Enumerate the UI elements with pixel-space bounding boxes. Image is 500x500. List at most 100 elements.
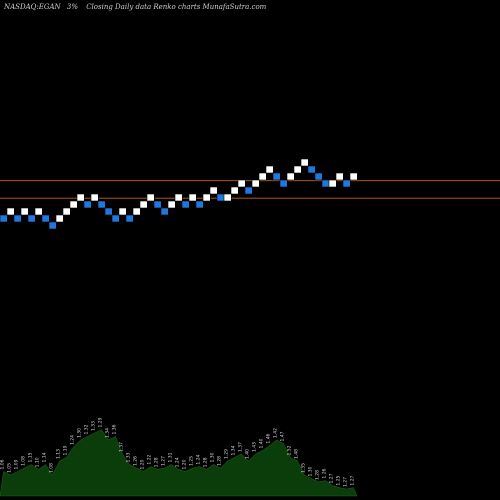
- volume-label: 1.25: [336, 475, 342, 485]
- chart-title: NASDAQ:EGAN 3% Closing Daily data Renko …: [3, 3, 267, 11]
- chart-title-symbol: NASDAQ:EGAN: [3, 3, 61, 11]
- volume-label: 1.24: [175, 457, 181, 467]
- renko-brick-up: [146, 193, 155, 202]
- renko-brick-up: [188, 193, 197, 202]
- volume-label: 1.28: [154, 457, 160, 467]
- volume-label: 1.13: [56, 449, 62, 459]
- renko-brick-down: [0, 214, 8, 223]
- volume-label: 1.26: [133, 456, 139, 466]
- volume-label: 1.19: [63, 445, 69, 455]
- renko-brick-up: [139, 200, 148, 209]
- volume-label: 1.42: [273, 428, 279, 438]
- volume-label: 1.25: [189, 456, 195, 466]
- renko-brick-up: [237, 179, 246, 188]
- renko-brick-down: [321, 179, 330, 188]
- renko-brick-up: [300, 158, 309, 167]
- renko-brick-down: [104, 207, 113, 216]
- volume-label: 1.46: [266, 433, 272, 443]
- renko-brick-up: [258, 172, 267, 181]
- renko-brick-up: [34, 207, 43, 216]
- renko-brick-up: [230, 186, 239, 195]
- renko-brick-down: [83, 200, 92, 209]
- renko-brick-down: [307, 165, 316, 174]
- volume-label: 1.28: [315, 470, 321, 480]
- volume-label: 1.36: [112, 424, 118, 434]
- renko-brick-up: [167, 200, 176, 209]
- renko-brick-up: [335, 172, 344, 181]
- volume-label: 1.24: [70, 435, 76, 445]
- renko-brick-down: [342, 179, 351, 188]
- volume-label: 1.20: [182, 459, 188, 469]
- renko-brick-up: [265, 165, 274, 174]
- volume-label: 1.27: [161, 456, 167, 466]
- volume-area: [0, 429, 358, 497]
- renko-brick-up: [118, 207, 127, 216]
- volume-label: 1.43: [252, 442, 258, 452]
- volume-label: 1.08: [49, 463, 55, 473]
- volume-label: 1.10: [35, 457, 41, 467]
- chart-title-caption: Closing Daily data Renko charts MunafaSu…: [86, 3, 266, 11]
- renko-brick-down: [272, 172, 281, 181]
- volume-label: 1.34: [105, 428, 111, 438]
- renko-brick-up: [69, 200, 78, 209]
- renko-brick-up: [55, 214, 64, 223]
- volume-label: 1.29: [98, 417, 104, 427]
- renko-brick-down: [244, 186, 253, 195]
- renko-brick-up: [90, 193, 99, 202]
- renko-brick-down: [279, 179, 288, 188]
- renko-brick-down: [181, 200, 190, 209]
- renko-brick-up: [174, 193, 183, 202]
- renko-brick-down: [314, 172, 323, 181]
- renko-brick-down: [41, 214, 50, 223]
- renko-brick-down: [48, 221, 57, 230]
- renko-brick-up: [293, 165, 302, 174]
- renko-brick-down: [111, 214, 120, 223]
- volume-label: 1.27: [329, 473, 335, 483]
- renko-brick-up: [223, 193, 232, 202]
- volume-label: 1.47: [280, 431, 286, 441]
- volume-series: [0, 429, 358, 497]
- volume-label: 1.48: [294, 449, 300, 459]
- volume-label: 1.37: [119, 442, 125, 452]
- volume-label: 1.28: [217, 456, 223, 466]
- volume-label: 1.27: [343, 477, 349, 487]
- renko-brick-down: [125, 214, 134, 223]
- renko-brick-up: [328, 179, 337, 188]
- volume-label: 1.29: [224, 449, 230, 459]
- volume-label: 1.08: [21, 456, 27, 466]
- renko-brick-up: [20, 207, 29, 216]
- renko-bricks: [0, 158, 358, 230]
- volume-label: 1.24: [196, 454, 202, 464]
- volume-label: 1.14: [42, 452, 48, 462]
- volume-labels: 1.06 1.05 1.09 1.08 1.15 1.10 1.141.081.13 1.19…: [0, 417, 356, 487]
- volume-label: 1.27: [350, 475, 356, 485]
- volume-label: 1.30: [210, 452, 216, 462]
- volume-label: 1.32: [84, 424, 90, 434]
- volume-label: 1.09: [14, 459, 20, 469]
- volume-label: 1.40: [245, 449, 251, 459]
- volume-label: 1.34: [231, 445, 237, 455]
- renko-brick-down: [160, 207, 169, 216]
- renko-brick-down: [195, 200, 204, 209]
- renko-brick-down: [97, 200, 106, 209]
- renko-brick-up: [6, 207, 15, 216]
- renko-brick-down: [27, 214, 36, 223]
- renko-brick-up: [209, 186, 218, 195]
- volume-label: 1.33: [126, 452, 132, 462]
- renko-brick-up: [62, 207, 71, 216]
- renko-brick-up: [349, 172, 358, 181]
- volume-label: 1.30: [77, 428, 83, 438]
- volume-label: 1.05: [7, 463, 13, 473]
- volume-label: 1.22: [147, 454, 153, 464]
- chart-title-subtitle: 3%: [67, 3, 78, 11]
- renko-brick-up: [132, 207, 141, 216]
- volume-label: 1.26: [322, 468, 328, 478]
- renko-brick-down: [153, 200, 162, 209]
- renko-brick-up: [286, 172, 295, 181]
- renko-brick-down: [13, 214, 22, 223]
- volume-label: 1.33: [91, 421, 97, 431]
- volume-label: 1.15: [28, 452, 34, 462]
- volume-label: 1.20: [140, 459, 146, 469]
